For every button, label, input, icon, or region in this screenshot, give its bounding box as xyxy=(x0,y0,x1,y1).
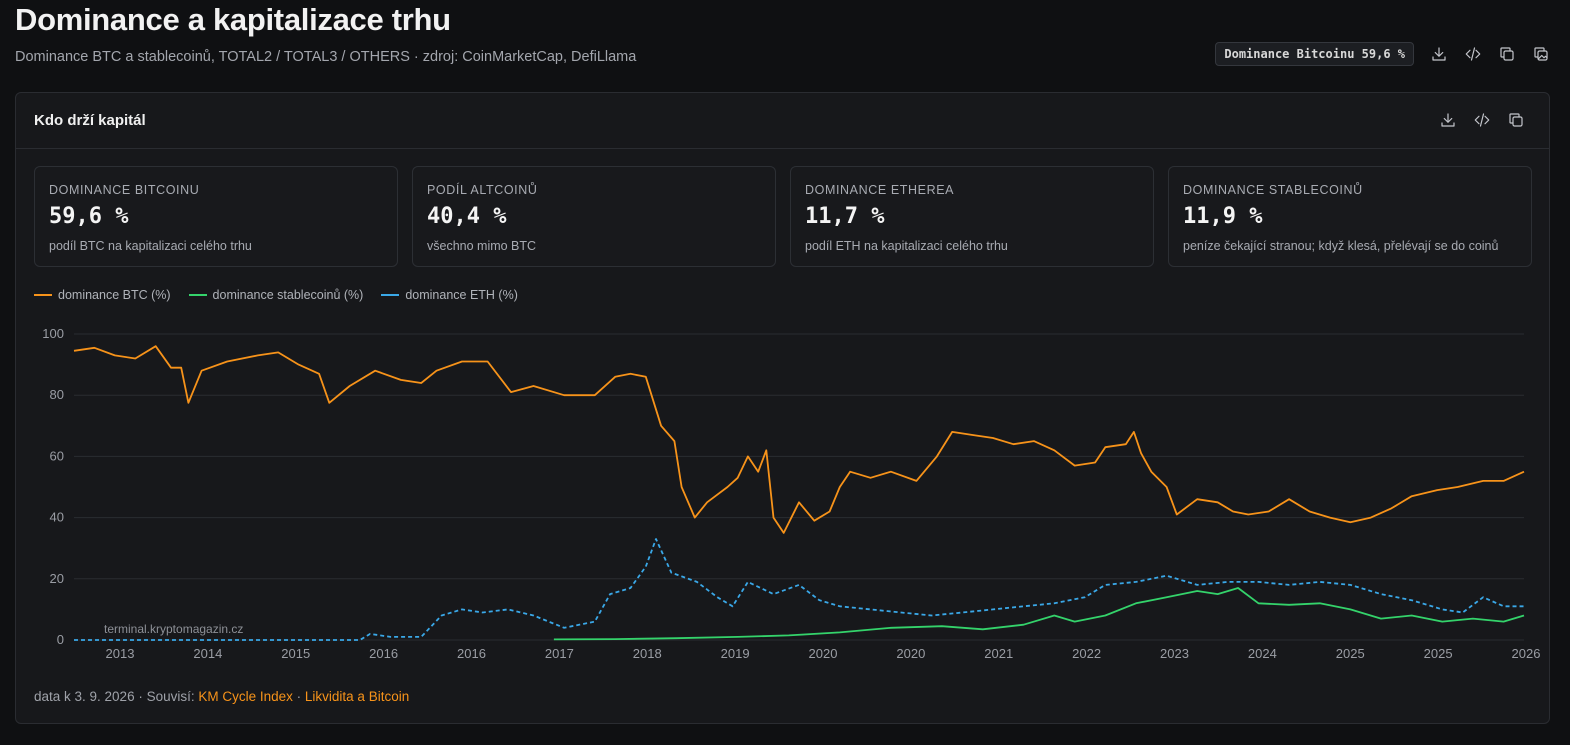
legend-swatch-btc xyxy=(34,294,52,296)
stat-card-desc: podíl ETH na kapitalizaci celého trhu xyxy=(805,239,1008,253)
download-icon[interactable] xyxy=(1428,43,1450,65)
x-tick-label: 2020 xyxy=(896,646,925,661)
x-tick-label: 2024 xyxy=(1248,646,1277,661)
y-tick-label: 20 xyxy=(50,571,64,586)
stat-card-desc: podíl BTC na kapitalizaci celého trhu xyxy=(49,239,252,253)
stat-card-stablecoin-dominance: Dominance stablecoinů 11,9 % peníze čeka… xyxy=(1168,166,1532,267)
link-liquidity-bitcoin[interactable]: Likvidita a Bitcoin xyxy=(304,689,410,704)
stat-card-label: Dominance Bitcoinu xyxy=(49,183,200,197)
y-tick-label: 60 xyxy=(50,448,64,463)
x-tick-label: 2023 xyxy=(1160,646,1189,661)
stat-card-btc-dominance: Dominance Bitcoinu 59,6 % podíl BTC na k… xyxy=(34,166,398,267)
link-km-cycle-index[interactable]: KM Cycle Index xyxy=(198,689,293,704)
x-tick-label: 2022 xyxy=(1072,646,1101,661)
download-icon[interactable] xyxy=(1437,109,1459,131)
x-tick-label: 2016 xyxy=(457,646,486,661)
page-toolbar: Dominance Bitcoinu 59,6 % xyxy=(1215,42,1552,66)
x-tick-label: 2013 xyxy=(106,646,135,661)
capital-panel: Kdo drží kapitál Dominance Bitcoinu 59,6… xyxy=(15,92,1550,724)
panel-title: Kdo drží kapitál xyxy=(34,112,146,129)
stat-card-value: 11,9 % xyxy=(1183,204,1263,229)
stat-card-value: 59,6 % xyxy=(49,204,129,229)
chart-legend: dominance BTC (%) dominance stablecoinů … xyxy=(34,288,518,302)
copy-icon[interactable] xyxy=(1505,109,1527,131)
y-tick-label: 100 xyxy=(42,326,64,341)
embed-code-icon[interactable] xyxy=(1462,43,1484,65)
footer-date: data k 3. 9. 2026 · Souvisí: xyxy=(34,689,199,704)
x-tick-label: 2018 xyxy=(633,646,662,661)
watermark: terminal.kryptomagazin.cz xyxy=(104,622,243,636)
x-tick-label: 2025 xyxy=(1336,646,1365,661)
x-tick-label: 2014 xyxy=(193,646,222,661)
stat-card-label: Dominance stablecoinů xyxy=(1183,183,1363,197)
x-tick-label: 2026 xyxy=(1512,646,1541,661)
stat-card-value: 11,7 % xyxy=(805,204,885,229)
copy-icon[interactable] xyxy=(1496,43,1518,65)
stat-card-label: Podíl altcoinů xyxy=(427,183,538,197)
x-tick-label: 2017 xyxy=(545,646,574,661)
x-tick-label: 2020 xyxy=(809,646,838,661)
legend-item-btc[interactable]: dominance BTC (%) xyxy=(34,288,171,302)
dominance-chart[interactable]: 0 20 40 60 80 100 2013 2014 2015 2016 2016 2017 2018… xyxy=(16,318,1549,668)
image-copy-icon[interactable] xyxy=(1530,43,1552,65)
stat-card-desc: peníze čekající stranou; když klesá, pře… xyxy=(1183,239,1499,253)
stat-card-eth-dominance: Dominance Etherea 11,7 % podíl ETH na ka… xyxy=(790,166,1154,267)
stat-card-altcoin-share: Podíl altcoinů 40,4 % všechno mimo BTC xyxy=(412,166,776,267)
y-tick-label: 40 xyxy=(50,510,64,525)
legend-label: dominance ETH (%) xyxy=(405,288,518,302)
stat-cards: Dominance Bitcoinu 59,6 % podíl BTC na k… xyxy=(34,166,1533,269)
page-title: Dominance a kapitalizace trhu xyxy=(15,2,451,37)
legend-swatch-eth xyxy=(381,294,400,296)
x-tick-label: 2015 xyxy=(281,646,310,661)
panel-toolbar xyxy=(1437,109,1527,131)
series-line-eth xyxy=(74,538,1524,641)
legend-label: dominance stablecoinů (%) xyxy=(212,288,364,302)
btc-dominance-badge: Dominance Bitcoinu 59,6 % xyxy=(1215,42,1414,66)
series-line-btc xyxy=(73,345,1525,534)
series-line-stablecoins xyxy=(553,587,1525,641)
legend-item-stablecoins[interactable]: dominance stablecoinů (%) xyxy=(188,288,364,302)
legend-item-eth[interactable]: dominance ETH (%) xyxy=(381,288,518,302)
page-subtitle: Dominance BTC a stablecoinů, TOTAL2 / TO… xyxy=(15,49,637,65)
stat-card-label: Dominance Etherea xyxy=(805,183,955,197)
legend-swatch-stablecoins xyxy=(188,294,207,296)
stat-card-desc: všechno mimo BTC xyxy=(427,239,537,253)
x-tick-label: 2016 xyxy=(369,646,398,661)
y-tick-label: 80 xyxy=(50,387,64,402)
y-tick-label: 0 xyxy=(57,632,64,647)
embed-code-icon[interactable] xyxy=(1471,109,1493,131)
legend-label: dominance BTC (%) xyxy=(58,288,171,302)
footer-separator: · xyxy=(292,689,305,704)
x-tick-label: 2021 xyxy=(984,646,1013,661)
x-tick-label: 2019 xyxy=(721,646,750,661)
panel-header: Kdo drží kapitál xyxy=(16,93,1549,149)
x-tick-label: 2025 xyxy=(1424,646,1453,661)
stat-card-value: 40,4 % xyxy=(427,204,507,229)
panel-footer: data k 3. 9. 2026 · Souvisí: KM Cycle In… xyxy=(34,689,409,704)
